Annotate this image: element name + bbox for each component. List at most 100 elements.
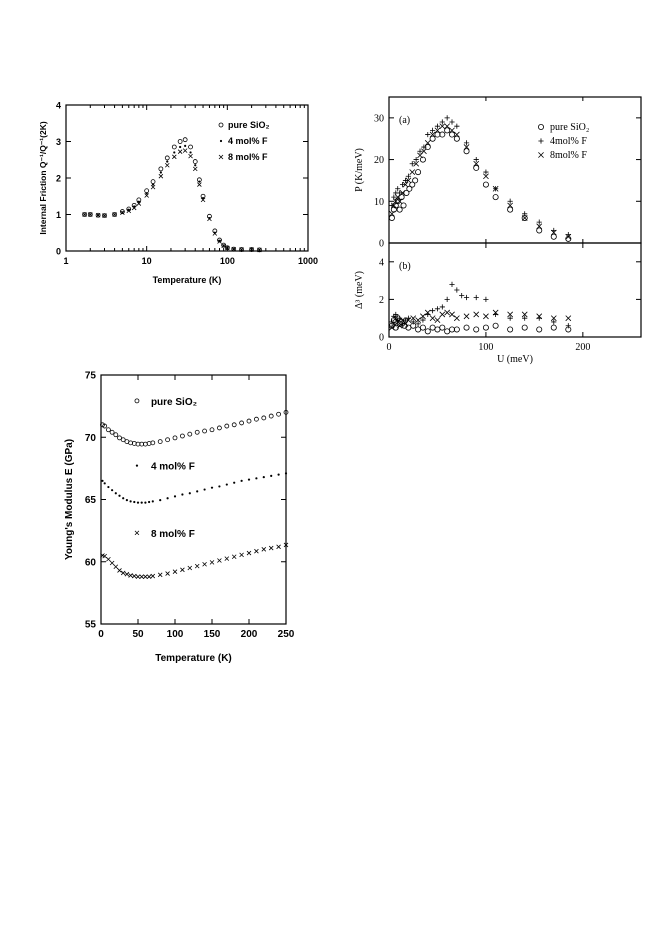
P-point-s2 bbox=[439, 123, 446, 130]
P-point-s2 bbox=[492, 185, 499, 192]
modulus-point-s2 bbox=[231, 554, 237, 560]
modulus-point-s1 bbox=[151, 500, 154, 503]
modulus-point-s1 bbox=[140, 501, 143, 504]
P-point-s0 bbox=[409, 181, 416, 188]
friction-point-s2 bbox=[188, 153, 193, 159]
modulus-point-s2 bbox=[132, 573, 137, 579]
friction-point-s2 bbox=[221, 243, 226, 249]
delta-point-s2 bbox=[434, 317, 441, 323]
friction-point-s0 bbox=[87, 212, 93, 217]
P-point-s2 bbox=[394, 194, 401, 200]
delta-point-s0 bbox=[429, 324, 436, 331]
P-point-s2 bbox=[429, 131, 436, 138]
modulus-inline-label: 4 mol% F bbox=[151, 462, 195, 473]
modulus-point-s0 bbox=[216, 425, 222, 431]
modulus-point-s0 bbox=[231, 422, 237, 428]
P-point-s2 bbox=[449, 127, 455, 134]
delta-point-s1 bbox=[420, 317, 426, 323]
P-point-s0 bbox=[406, 185, 413, 192]
modulus-point-s2 bbox=[209, 560, 215, 565]
friction-legend-label: 4 mol% F bbox=[228, 136, 268, 146]
friction-point-s0 bbox=[221, 242, 227, 248]
modulus-point-s1 bbox=[188, 492, 191, 495]
delta-point-s0 bbox=[536, 326, 543, 333]
modulus-point-s0 bbox=[117, 435, 122, 441]
delta-point-s2 bbox=[410, 315, 417, 322]
friction-point-s0 bbox=[171, 144, 177, 150]
delta-xtick-label: 200 bbox=[575, 342, 590, 353]
friction-point-s2 bbox=[231, 246, 237, 252]
P-point-s2 bbox=[536, 223, 543, 230]
modulus-point-s2 bbox=[139, 574, 144, 579]
friction-point-s2 bbox=[136, 201, 142, 206]
P-point-s1 bbox=[483, 169, 489, 175]
modulus-point-s0 bbox=[102, 423, 108, 429]
delta-point-s0 bbox=[463, 324, 470, 331]
modulus-point-s2 bbox=[109, 560, 115, 566]
modulus-point-s2 bbox=[187, 565, 193, 571]
P-point-s0 bbox=[439, 131, 446, 138]
delta-ytick-label: 0 bbox=[379, 333, 384, 344]
modulus-point-s0 bbox=[268, 413, 274, 419]
delta-point-s2 bbox=[424, 309, 431, 316]
modulus-point-s0 bbox=[209, 427, 215, 433]
friction-point-s0 bbox=[188, 144, 193, 150]
friction-point-s2 bbox=[150, 184, 156, 190]
delta-panel-label: (b) bbox=[399, 261, 411, 272]
friction-point-s2 bbox=[95, 212, 101, 218]
delta-point-s2 bbox=[463, 313, 470, 320]
friction-legend-label: pure SiO₂ bbox=[228, 120, 270, 130]
P-point-s2 bbox=[421, 148, 427, 155]
P-point-s2 bbox=[413, 160, 420, 167]
modulus-point-s0 bbox=[120, 437, 126, 443]
friction-ytick-label: 4 bbox=[56, 101, 61, 111]
P-point-s1 bbox=[536, 219, 542, 225]
modulus-point-s1 bbox=[218, 485, 221, 488]
delta-xtick-label: 0 bbox=[387, 342, 392, 353]
modulus-point-s0 bbox=[202, 428, 208, 434]
P-panel-label: (a) bbox=[399, 115, 410, 126]
delta-point-s1 bbox=[483, 296, 489, 302]
modulus-point-s0 bbox=[172, 435, 178, 441]
delta-ytick-label: 2 bbox=[379, 295, 384, 306]
delta-point-s0 bbox=[419, 324, 426, 331]
friction-point-s1 bbox=[145, 192, 148, 195]
modulus-point-s2 bbox=[135, 574, 141, 579]
modulus-point-s1 bbox=[111, 489, 114, 492]
friction-point-s0 bbox=[182, 137, 188, 143]
modulus-point-s1 bbox=[255, 477, 258, 480]
P-point-s0 bbox=[415, 169, 422, 176]
modulus-point-s1 bbox=[107, 485, 110, 489]
delta-point-s2 bbox=[536, 313, 543, 320]
P-point-s2 bbox=[402, 181, 409, 188]
modulus-inline-marker bbox=[134, 530, 140, 536]
delta-point-s2 bbox=[405, 317, 412, 323]
P-point-s1 bbox=[402, 177, 409, 184]
delta-point-s2 bbox=[483, 313, 489, 320]
P-point-s0 bbox=[492, 194, 499, 201]
friction-point-s2 bbox=[131, 205, 137, 211]
P-ytick-label: 20 bbox=[374, 155, 384, 166]
friction-frame bbox=[65, 104, 309, 252]
friction-legend-label: 8 mol% F bbox=[228, 152, 268, 162]
P-point-s1 bbox=[522, 211, 528, 217]
delta-point-s1 bbox=[434, 306, 441, 312]
friction-point-s0 bbox=[144, 188, 150, 194]
delta-point-s1 bbox=[399, 321, 406, 327]
friction-point-s2 bbox=[197, 182, 202, 187]
delta-point-s1 bbox=[410, 319, 416, 325]
P-point-s1 bbox=[413, 156, 419, 163]
P-point-s0 bbox=[550, 233, 557, 240]
modulus-point-s0 bbox=[165, 437, 171, 443]
modulus-point-s0 bbox=[283, 409, 289, 415]
modulus-point-s1 bbox=[133, 500, 136, 504]
friction-ytick-label: 0 bbox=[56, 247, 61, 257]
delta-point-s0 bbox=[415, 326, 422, 333]
delta-point-s1 bbox=[565, 323, 571, 329]
P-point-s0 bbox=[412, 177, 419, 184]
modulus-ytick-label: 55 bbox=[85, 620, 97, 631]
modulus-point-s1 bbox=[277, 473, 280, 476]
friction-point-s0 bbox=[239, 247, 244, 252]
P-point-s1 bbox=[405, 173, 411, 179]
